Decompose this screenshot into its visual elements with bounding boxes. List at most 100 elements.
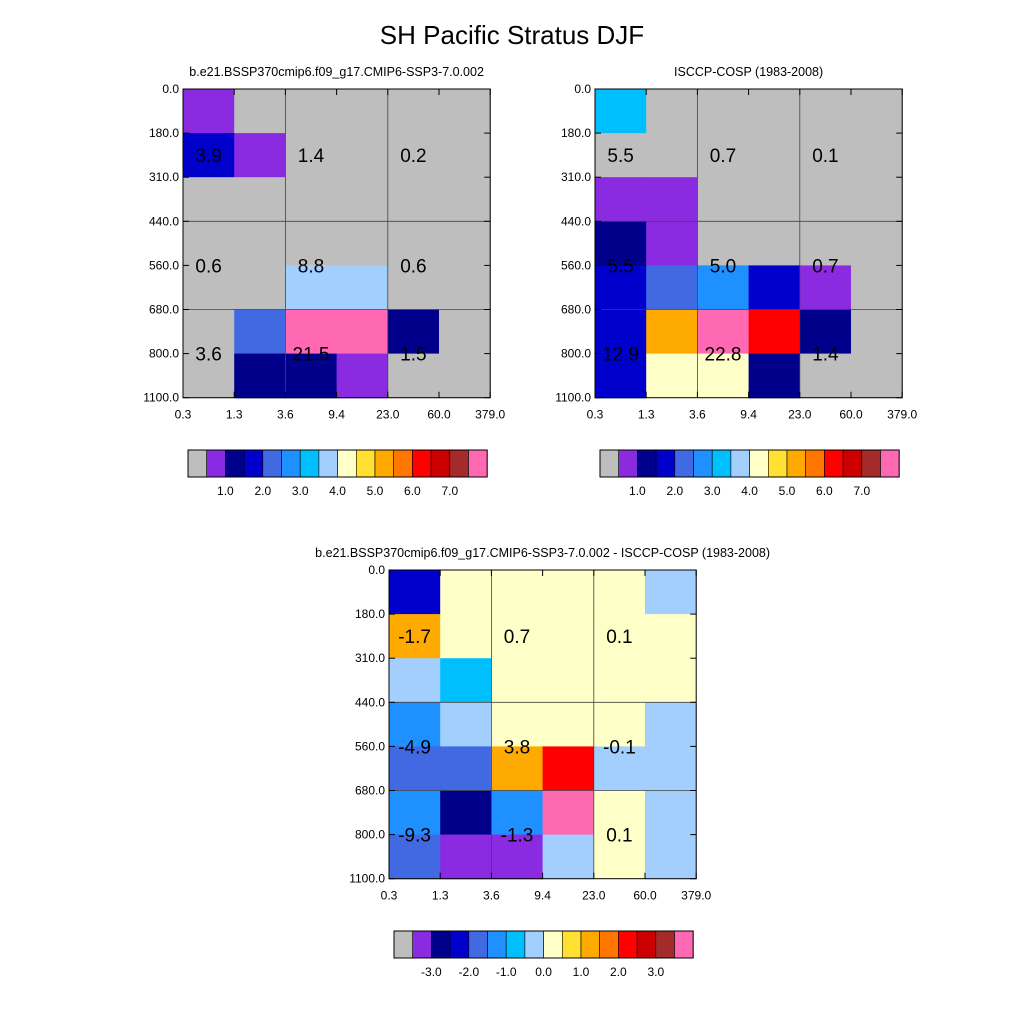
y-tick-label: 440.0 (355, 695, 385, 709)
x-tick-label: 9.4 (740, 408, 757, 422)
heatmap-cell (336, 265, 389, 311)
colorbar-swatch (468, 449, 488, 478)
colorbar-swatch (674, 930, 694, 959)
y-tick-label: 310.0 (149, 170, 179, 184)
cell-value-label: -1.3 (501, 826, 534, 847)
heatmap-cell (285, 177, 338, 222)
panel-2: ISCCP-COSP (1983-2008) 0.0 180.0 310.0 440.0… (555, 65, 917, 498)
heatmap-cell (593, 570, 646, 615)
x-tick-label: 9.4 (534, 889, 551, 903)
heatmap-cell (595, 309, 647, 355)
colorbar-label: 4.0 (329, 484, 346, 498)
colorbar-swatch (599, 930, 619, 959)
colorbar-label: -2.0 (458, 965, 479, 979)
heatmap-cell (851, 177, 903, 222)
x-tick-label: 379.0 (681, 889, 711, 903)
colorbar-swatch (749, 449, 769, 478)
heatmap-cell (851, 353, 903, 399)
heatmap-cell (387, 309, 440, 355)
heatmap-cell (387, 265, 440, 311)
figure-title: SH Pacific Stratus DJF (380, 20, 644, 50)
heatmap-cell (336, 177, 389, 222)
heatmap-cell (285, 133, 338, 178)
colorbar-label: 4.0 (741, 484, 758, 498)
heatmap-cell (542, 658, 595, 703)
colorbar-swatch (580, 930, 601, 959)
heatmap-cell (645, 658, 697, 703)
heatmap-cell (491, 790, 544, 836)
y-tick-label: 0.0 (574, 82, 591, 96)
heatmap-cell (285, 221, 338, 266)
colorbar: -3.0 -2.0 -1.0 0.0 1.0 2.0 3.0 (393, 930, 694, 979)
cell-value-label: 22.8 (705, 345, 742, 366)
x-tick-label: 60.0 (427, 408, 451, 422)
cell-value-label: 0.7 (504, 627, 530, 648)
panel-title: b.e21.BSSP370cmip6.f09_g17.CMIP6-SSP3-7.… (315, 546, 770, 560)
heatmap-cell (645, 834, 697, 880)
heatmap-cell (851, 309, 903, 355)
heatmap-cell (646, 309, 698, 355)
colorbar-swatch (842, 449, 863, 478)
colorbar-label: 0.0 (535, 965, 552, 979)
heatmap-cell (542, 834, 595, 880)
heatmap-cell (183, 265, 235, 311)
heatmap-cell (491, 702, 544, 747)
heatmap-cell (440, 702, 492, 747)
heatmap-cell (697, 309, 750, 355)
heatmap-cell (646, 265, 698, 311)
colorbar-frame (393, 930, 694, 959)
heatmap-cell (645, 702, 697, 747)
heatmap-cell (542, 790, 595, 836)
colorbar-swatch (824, 449, 844, 478)
x-tick-label: 379.0 (475, 408, 505, 422)
colorbar-label: 6.0 (404, 484, 421, 498)
heatmap-cell (285, 265, 338, 311)
cell-value-label: 5.5 (607, 146, 633, 167)
cell-value-label: 0.6 (400, 256, 426, 277)
y-tick-label: 180.0 (355, 607, 385, 621)
heatmap-cell (440, 790, 492, 836)
heatmap-cell (336, 353, 389, 399)
heatmap-cell (645, 790, 697, 836)
x-tick-label: 0.3 (381, 889, 398, 903)
y-tick-label: 180.0 (561, 126, 591, 140)
y-tick-label: 800.0 (561, 347, 591, 361)
heatmap-cell (595, 133, 647, 178)
colorbar-label: 1.0 (573, 965, 590, 979)
colorbar-swatch (449, 930, 470, 959)
heatmap-cell (285, 353, 338, 399)
colorbar-label: 2.0 (666, 484, 683, 498)
y-tick-label: 440.0 (149, 214, 179, 228)
y-tick-label: 180.0 (149, 126, 179, 140)
cell-value-label: 8.8 (298, 256, 324, 277)
heatmap-cell (748, 133, 801, 178)
heatmap-cell (697, 89, 750, 134)
x-tick-label: 9.4 (328, 408, 345, 422)
heatmap-cell (440, 658, 492, 703)
heatmap-cell (645, 746, 697, 792)
heatmap-cell (799, 265, 852, 311)
x-tick-label: 60.0 (839, 408, 863, 422)
colorbar-frame (599, 449, 900, 478)
heatmap-cell (491, 658, 544, 703)
heatmap-cell (285, 309, 338, 355)
heatmap-cell (542, 702, 595, 747)
x-tick-label: 23.0 (788, 408, 812, 422)
heatmap-cell (851, 89, 903, 134)
panel-title: ISCCP-COSP (1983-2008) (674, 65, 823, 79)
heatmap-cell (234, 177, 286, 222)
colorbar-swatch (374, 449, 395, 478)
heatmap-cell (387, 133, 440, 178)
colorbar-label: 7.0 (853, 484, 870, 498)
x-tick-label: 23.0 (582, 889, 606, 903)
colorbar-label: 5.0 (779, 484, 796, 498)
heatmap-cell (799, 309, 852, 355)
y-tick-label: 680.0 (355, 784, 385, 798)
cell-value-label: 0.7 (812, 256, 838, 277)
colorbar-swatch (618, 930, 638, 959)
y-tick-label: 800.0 (355, 828, 385, 842)
heatmap-cell (799, 89, 852, 134)
y-tick-label: 440.0 (561, 214, 591, 228)
heatmap-cell (851, 265, 903, 311)
y-tick-label: 310.0 (355, 651, 385, 665)
